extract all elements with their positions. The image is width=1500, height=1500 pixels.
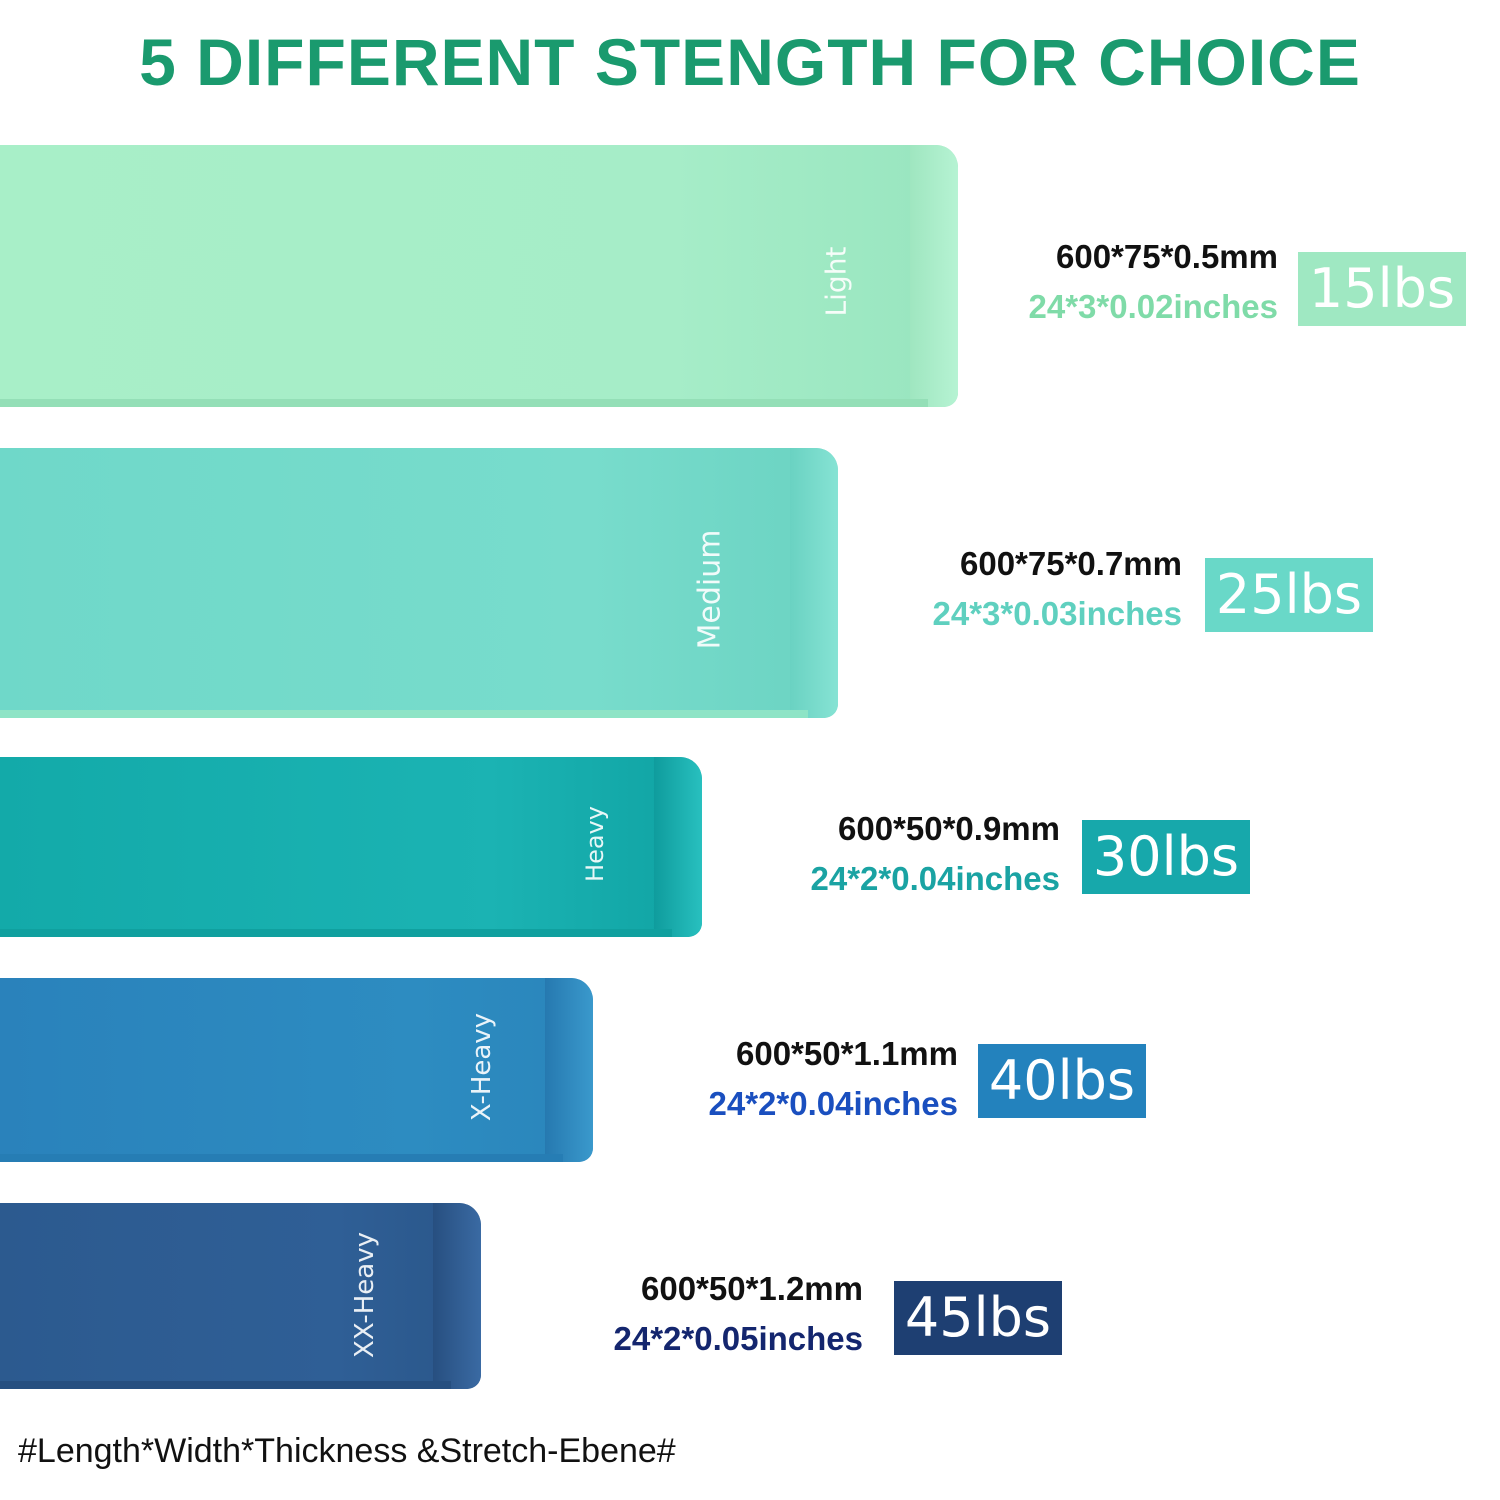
spec-medium: 600*75*0.7mm 24*3*0.03inches	[870, 545, 1182, 633]
spec-xx-heavy: 600*50*1.2mm 24*2*0.05inches	[545, 1270, 863, 1358]
spec-mm: 600*75*0.7mm	[959, 545, 1182, 582]
spec-inches: 24*2*0.05inches	[613, 1320, 863, 1357]
band-heavy	[0, 757, 702, 937]
spec-inches: 24*3*0.02inches	[1028, 288, 1278, 325]
band-label-heavy: Heavy	[581, 806, 609, 882]
band-light	[0, 145, 958, 407]
spec-inches: 24*2*0.04inches	[708, 1085, 958, 1122]
footer-caption: #Length*Width*Thickness &Stretch-Ebene#	[18, 1432, 676, 1470]
spec-x-heavy: 600*50*1.1mm 24*2*0.04inches	[640, 1035, 958, 1123]
spec-mm: 600*75*0.5mm	[1055, 238, 1278, 275]
weight-badge-xx-heavy: 45lbs	[894, 1281, 1062, 1355]
band-x-heavy	[0, 978, 593, 1162]
band-label-x-heavy: X-Heavy	[467, 1012, 497, 1122]
spec-heavy: 600*50*0.9mm 24*2*0.04inches	[740, 810, 1060, 898]
band-label-light: Light	[819, 246, 853, 317]
spec-light: 600*75*0.5mm 24*3*0.02inches	[960, 238, 1278, 326]
spec-mm: 600*50*1.1mm	[735, 1035, 958, 1072]
weight-badge-x-heavy: 40lbs	[978, 1044, 1146, 1118]
weight-badge-light: 15lbs	[1298, 252, 1466, 326]
spec-inches: 24*3*0.03inches	[932, 595, 1182, 632]
spec-mm: 600*50*1.2mm	[640, 1270, 863, 1307]
band-xx-heavy	[0, 1203, 481, 1389]
spec-mm: 600*50*0.9mm	[837, 810, 1060, 847]
band-label-xx-heavy: XX-Heavy	[350, 1232, 380, 1358]
spec-inches: 24*2*0.04inches	[810, 860, 1060, 897]
band-label-medium: Medium	[692, 529, 728, 650]
weight-badge-heavy: 30lbs	[1082, 820, 1250, 894]
band-medium	[0, 448, 838, 718]
weight-badge-medium: 25lbs	[1205, 558, 1373, 632]
page-title: 5 DIFFERENT STENGTH FOR CHOICE	[139, 25, 1361, 99]
